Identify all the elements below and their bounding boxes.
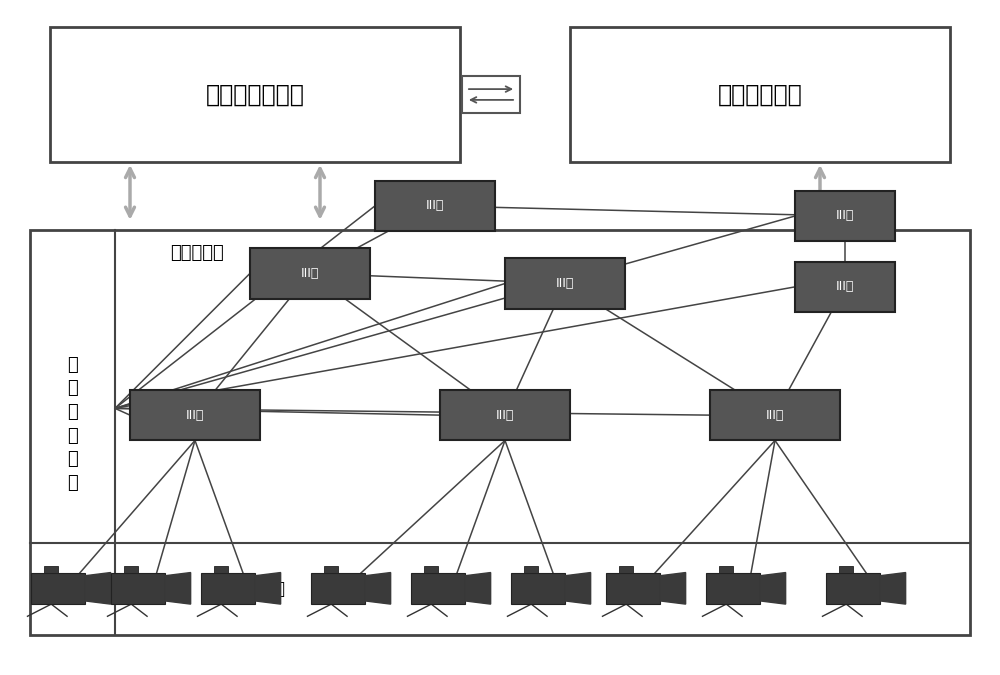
Polygon shape xyxy=(85,572,111,604)
FancyBboxPatch shape xyxy=(375,181,495,231)
Text: III。: III。 xyxy=(301,267,319,280)
FancyBboxPatch shape xyxy=(311,572,365,604)
FancyBboxPatch shape xyxy=(606,572,660,604)
Polygon shape xyxy=(365,572,391,604)
Text: 智能服务模块: 智能服务模块 xyxy=(718,82,802,107)
FancyBboxPatch shape xyxy=(710,389,840,440)
FancyBboxPatch shape xyxy=(505,259,625,309)
FancyBboxPatch shape xyxy=(44,566,58,572)
FancyBboxPatch shape xyxy=(462,76,520,113)
Polygon shape xyxy=(165,572,191,604)
Polygon shape xyxy=(760,572,786,604)
Polygon shape xyxy=(465,572,491,604)
Text: 视频采集层: 视频采集层 xyxy=(235,580,285,598)
FancyBboxPatch shape xyxy=(31,572,85,604)
FancyBboxPatch shape xyxy=(214,566,228,572)
FancyBboxPatch shape xyxy=(619,566,633,572)
Text: III。: III。 xyxy=(836,209,854,223)
FancyBboxPatch shape xyxy=(706,572,760,604)
FancyBboxPatch shape xyxy=(250,248,370,298)
FancyBboxPatch shape xyxy=(839,566,853,572)
FancyBboxPatch shape xyxy=(111,572,165,604)
FancyBboxPatch shape xyxy=(795,191,895,241)
Text: III。: III。 xyxy=(766,408,784,422)
Text: III。: III。 xyxy=(556,277,574,290)
FancyBboxPatch shape xyxy=(719,566,733,572)
Text: III。: III。 xyxy=(496,408,514,422)
FancyBboxPatch shape xyxy=(570,27,950,162)
FancyBboxPatch shape xyxy=(440,389,570,440)
FancyBboxPatch shape xyxy=(411,572,465,604)
FancyBboxPatch shape xyxy=(30,230,970,634)
Text: III。: III。 xyxy=(186,408,204,422)
Polygon shape xyxy=(660,572,686,604)
FancyBboxPatch shape xyxy=(511,572,565,604)
FancyBboxPatch shape xyxy=(826,572,880,604)
Polygon shape xyxy=(880,572,906,604)
FancyBboxPatch shape xyxy=(324,566,338,572)
Text: 边缘计算层: 边缘计算层 xyxy=(170,244,224,262)
FancyBboxPatch shape xyxy=(50,27,460,162)
Text: III。: III。 xyxy=(836,280,854,294)
Polygon shape xyxy=(255,572,281,604)
FancyBboxPatch shape xyxy=(524,566,538,572)
FancyBboxPatch shape xyxy=(130,389,260,440)
FancyBboxPatch shape xyxy=(124,566,138,572)
FancyBboxPatch shape xyxy=(424,566,438,572)
Polygon shape xyxy=(565,572,591,604)
Text: 云平台处理模块: 云平台处理模块 xyxy=(206,82,304,107)
FancyBboxPatch shape xyxy=(795,262,895,312)
FancyBboxPatch shape xyxy=(201,572,255,604)
Text: 智
能
判
定
模
块: 智 能 判 定 模 块 xyxy=(67,356,78,492)
Text: III。: III。 xyxy=(426,199,444,213)
